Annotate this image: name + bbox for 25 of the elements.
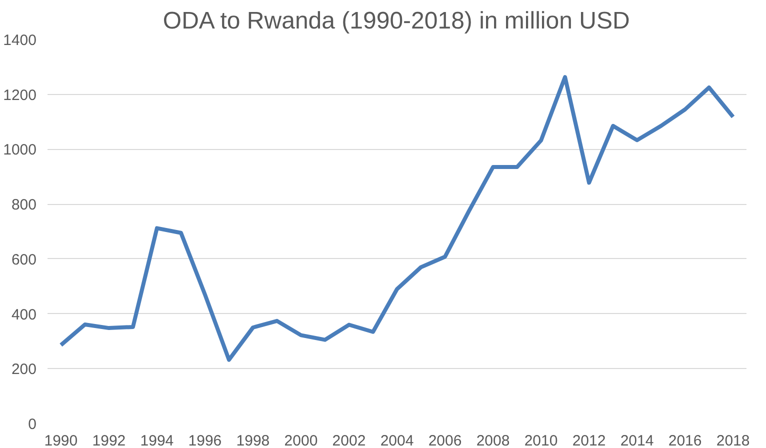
y-tick-label: 1000 (3, 142, 37, 159)
y-tick-label: 800 (11, 196, 37, 214)
x-tick-label: 2004 (380, 432, 414, 448)
x-tick-label: 2010 (524, 432, 558, 448)
x-tick-label: 1992 (92, 432, 126, 448)
chart-title: ODA to Rwanda (1990-2018) in million USD (162, 8, 630, 34)
x-tick-label: 2012 (572, 432, 606, 448)
y-tick-label: 1200 (3, 86, 37, 104)
y-tick-label: 1400 (3, 32, 37, 49)
y-tick-label: 0 (28, 416, 36, 433)
y-tick-label: 400 (11, 306, 37, 324)
x-tick-label: 2018 (716, 432, 750, 448)
x-tick-label: 2002 (332, 432, 366, 448)
x-tick-label: 2008 (476, 432, 510, 448)
x-tick-label: 2016 (668, 432, 702, 448)
x-tick-label: 2014 (620, 432, 654, 448)
y-tick-label: 200 (11, 361, 37, 378)
y-tick-label: 600 (11, 251, 37, 268)
x-tick-label: 2006 (428, 432, 462, 448)
x-tick-label: 1994 (140, 432, 174, 448)
x-tick-label: 1990 (44, 432, 78, 448)
x-tick-label: 2000 (284, 432, 318, 448)
line-series (58, 75, 736, 362)
x-tick-label: 1998 (236, 432, 270, 448)
x-tick-label: 1996 (188, 432, 222, 448)
